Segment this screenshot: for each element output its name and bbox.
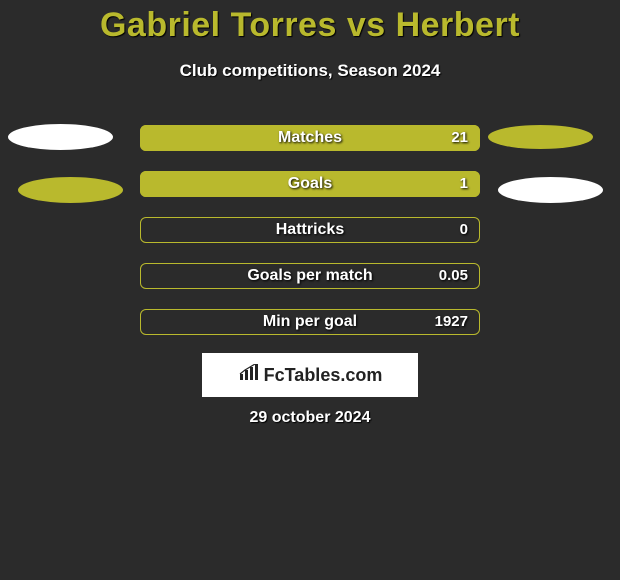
- chart-icon: [238, 364, 260, 387]
- side-ellipse: [18, 177, 123, 203]
- bar-value: 1927: [435, 309, 468, 335]
- bar-row: Matches21: [140, 125, 480, 151]
- bar-row: Goals per match0.05: [140, 263, 480, 289]
- bar-label: Goals: [140, 171, 480, 197]
- side-ellipse: [498, 177, 603, 203]
- page-subtitle: Club competitions, Season 2024: [0, 61, 620, 81]
- bar-row: Hattricks0: [140, 217, 480, 243]
- side-ellipse: [488, 125, 593, 149]
- bar-label: Goals per match: [140, 263, 480, 289]
- bar-value: 21: [451, 125, 468, 151]
- bar-label: Matches: [140, 125, 480, 151]
- date-text: 29 october 2024: [0, 409, 620, 427]
- page-title: Gabriel Torres vs Herbert: [0, 6, 620, 45]
- bar-chart: Matches21 Goals1 Hattricks0 Goals per match…: [140, 125, 480, 355]
- bar-label: Hattricks: [140, 217, 480, 243]
- side-ellipse: [8, 124, 113, 150]
- bar-value: 1: [460, 171, 468, 197]
- bar-row: Goals1: [140, 171, 480, 197]
- stage: Gabriel Torres vs Herbert Club competiti…: [0, 0, 620, 580]
- bar-value: 0.05: [439, 263, 468, 289]
- bar-value: 0: [460, 217, 468, 243]
- logo-text: FcTables.com: [264, 365, 383, 386]
- bar-label: Min per goal: [140, 309, 480, 335]
- logo-box: FcTables.com: [202, 353, 418, 397]
- bar-row: Min per goal1927: [140, 309, 480, 335]
